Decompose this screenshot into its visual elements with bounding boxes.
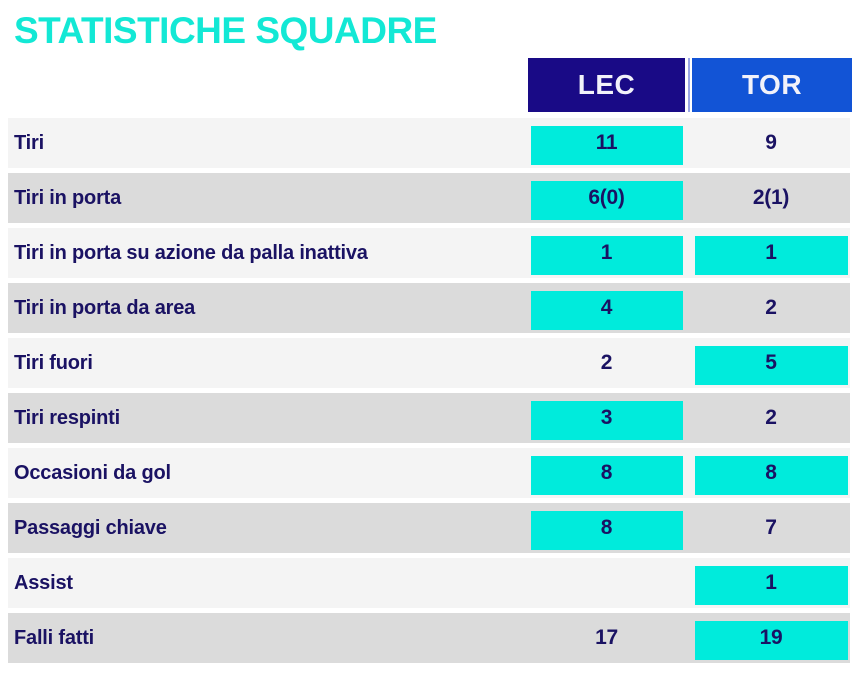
stats-table: Tiri 11 9 Tiri in porta 6(0) 2(1) Tiri i… <box>8 118 850 663</box>
stat-label: Tiri in porta <box>14 186 122 209</box>
column-gap <box>685 118 692 168</box>
header-divider-line <box>688 58 690 112</box>
home-value-cell: 11 <box>528 118 685 168</box>
away-value: 7 <box>765 516 777 539</box>
home-value-cell: 6(0) <box>528 173 685 223</box>
stat-label: Tiri respinti <box>14 406 120 429</box>
home-value-cell: 17 <box>528 613 685 663</box>
column-gap <box>685 173 692 223</box>
page-title: STATISTICHE SQUADRE <box>14 10 437 51</box>
home-value: 8 <box>600 461 613 484</box>
home-value-cell: 3 <box>528 393 685 443</box>
table-row: Passaggi chiave 8 7 <box>8 503 850 553</box>
table-row: Tiri in porta da area 4 2 <box>8 283 850 333</box>
column-gap <box>685 503 692 553</box>
home-value: 11 <box>595 131 618 154</box>
table-row: Tiri respinti 3 2 <box>8 393 850 443</box>
team-home-header: LEC <box>528 58 685 112</box>
home-value-cell: 1 <box>528 228 685 278</box>
away-value-cell: 7 <box>692 503 850 553</box>
away-value-cell: 2 <box>692 283 850 333</box>
table-row: Falli fatti 17 19 <box>8 613 850 663</box>
team-away-header: TOR <box>692 58 852 112</box>
home-value: 17 <box>595 626 618 649</box>
away-value: 2 <box>765 296 777 319</box>
away-value: 8 <box>765 461 777 484</box>
stat-label: Tiri in porta su azione da palla inattiv… <box>14 241 368 264</box>
column-gap <box>685 228 692 278</box>
home-value-cell: 2 <box>528 338 685 388</box>
home-value: 3 <box>600 406 613 429</box>
away-value: 5 <box>765 351 777 374</box>
column-gap <box>685 558 692 608</box>
home-value-cell <box>528 558 685 608</box>
stat-label: Tiri in porta da area <box>14 296 196 319</box>
home-value: 8 <box>600 516 613 539</box>
stat-label: Tiri fuori <box>14 351 93 374</box>
table-row: Assist 1 <box>8 558 850 608</box>
away-value-cell: 9 <box>692 118 850 168</box>
stat-label: Falli fatti <box>14 626 95 649</box>
column-gap <box>685 283 692 333</box>
table-header: LEC TOR <box>528 58 852 112</box>
away-value-cell: 1 <box>692 228 850 278</box>
away-value: 2 <box>765 406 777 429</box>
table-row: Occasioni da gol 8 8 <box>8 448 850 498</box>
table-row: Tiri 11 9 <box>8 118 850 168</box>
home-value: 6(0) <box>588 186 625 209</box>
away-value: 1 <box>765 571 777 594</box>
home-value-cell: 8 <box>528 503 685 553</box>
column-gap <box>685 448 692 498</box>
away-value-cell: 2(1) <box>692 173 850 223</box>
away-value-cell: 8 <box>692 448 850 498</box>
column-gap <box>685 393 692 443</box>
home-value: 4 <box>600 296 613 319</box>
away-value-cell: 2 <box>692 393 850 443</box>
away-value: 19 <box>759 626 783 649</box>
home-value-cell: 8 <box>528 448 685 498</box>
away-value: 1 <box>765 241 777 264</box>
stat-label: Passaggi chiave <box>14 516 167 539</box>
table-row: Tiri in porta 6(0) 2(1) <box>8 173 850 223</box>
column-gap <box>685 613 692 663</box>
stat-label: Assist <box>14 571 73 594</box>
away-value: 2(1) <box>752 186 790 209</box>
away-value-cell: 19 <box>692 613 850 663</box>
away-value-cell: 5 <box>692 338 850 388</box>
home-value: 2 <box>600 351 613 374</box>
away-value: 9 <box>765 131 777 154</box>
stat-label: Tiri <box>14 131 44 154</box>
home-value: 1 <box>600 241 613 264</box>
table-row: Tiri fuori 2 5 <box>8 338 850 388</box>
home-value-cell: 4 <box>528 283 685 333</box>
header-gap <box>685 58 692 112</box>
column-gap <box>685 338 692 388</box>
stat-label: Occasioni da gol <box>14 461 171 484</box>
table-row: Tiri in porta su azione da palla inattiv… <box>8 228 850 278</box>
away-value-cell: 1 <box>692 558 850 608</box>
